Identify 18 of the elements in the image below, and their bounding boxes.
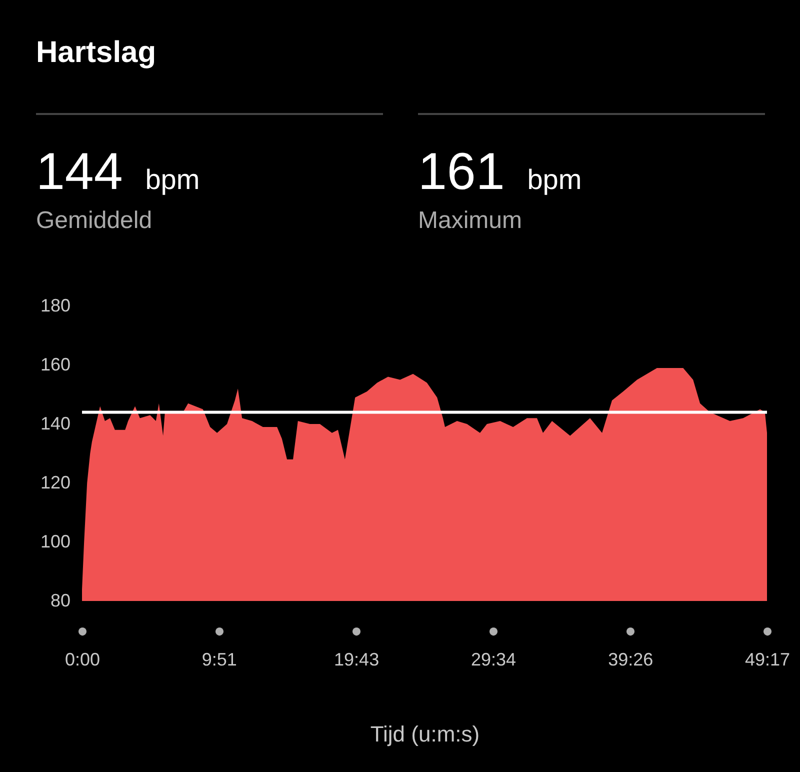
y-tick-label: 160 bbox=[40, 354, 70, 374]
x-tick-label: 29:34 bbox=[470, 650, 516, 670]
y-tick-label: 180 bbox=[40, 296, 70, 316]
text: Maximum bbox=[418, 207, 522, 235]
x-tick-label: 39:26 bbox=[608, 650, 654, 670]
x-tick-label: 0:00 bbox=[64, 650, 100, 670]
x-tick-label: 9:51 bbox=[202, 650, 237, 670]
text: 144 bpm bbox=[36, 143, 200, 201]
x-tick-label: 19:43 bbox=[334, 650, 380, 670]
x-axis-title: Tijd (u:m:s) bbox=[370, 722, 480, 747]
chart-title: Hartslag bbox=[36, 36, 156, 70]
text: 161 bpm bbox=[418, 143, 582, 201]
y-tick-label: 120 bbox=[40, 472, 70, 492]
x-tick-label: 49:17 bbox=[744, 650, 790, 670]
text: Gemiddeld bbox=[36, 207, 152, 235]
y-tick-label: 100 bbox=[40, 532, 70, 552]
y-tick-label: 140 bbox=[40, 414, 70, 434]
y-tick-label: 80 bbox=[50, 590, 70, 610]
